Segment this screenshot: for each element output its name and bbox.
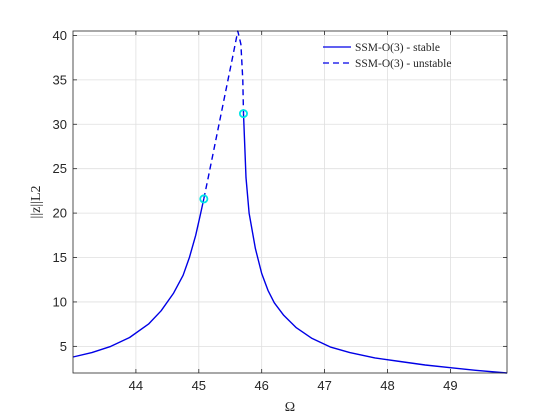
y-tick-label: 35 xyxy=(53,72,67,87)
y-tick-label: 40 xyxy=(53,28,67,43)
bifurcation-marker xyxy=(238,109,248,119)
series-line-unstable xyxy=(203,30,245,200)
x-tick-label: 47 xyxy=(317,378,331,393)
bifurcation-marker xyxy=(199,194,209,204)
x-tick-label: 48 xyxy=(380,378,394,393)
plot-background xyxy=(73,31,507,373)
y-tick-label: 15 xyxy=(53,250,67,265)
series-group xyxy=(72,30,508,374)
legend-label-unstable: SSM-O(3) - unstable xyxy=(355,58,451,70)
x-tick-label: 49 xyxy=(443,378,457,393)
y-tick-label: 25 xyxy=(53,161,67,176)
legend-label-stable: SSM-O(3) - stable xyxy=(355,42,440,54)
plot-frame xyxy=(72,30,508,374)
y-tick-label: 5 xyxy=(60,339,67,354)
x-axis-label: Ω xyxy=(285,400,295,415)
series-line-stable xyxy=(242,113,508,374)
series-line-stable xyxy=(72,198,205,358)
y-tick-label: 20 xyxy=(53,206,67,221)
tick-group: 44 45 46 47 48 49 5 10 15 20 25 30 35 40 xyxy=(53,28,507,393)
legend: SSM-O(3) - stable SSM-O(3) - unstable xyxy=(323,42,451,70)
y-axis-label: ||z||L2 xyxy=(29,186,44,219)
x-tick-label: 45 xyxy=(192,378,206,393)
marker-group xyxy=(199,109,248,204)
x-tick-label: 44 xyxy=(129,378,143,393)
y-tick-label: 30 xyxy=(53,117,67,132)
x-tick-label: 46 xyxy=(254,378,268,393)
grid xyxy=(73,31,507,373)
y-tick-label: 10 xyxy=(53,294,67,309)
